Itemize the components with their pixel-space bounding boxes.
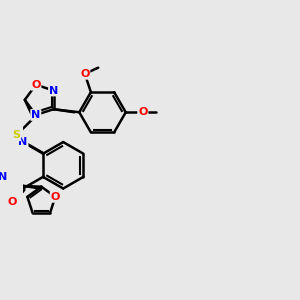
- Text: N: N: [0, 172, 8, 182]
- Text: O: O: [7, 197, 16, 207]
- Text: O: O: [80, 69, 89, 79]
- Text: S: S: [12, 130, 20, 140]
- Text: N: N: [49, 85, 58, 95]
- Text: N: N: [31, 110, 40, 120]
- Text: N: N: [18, 137, 28, 147]
- Text: O: O: [51, 192, 60, 202]
- Text: O: O: [138, 107, 148, 117]
- Text: O: O: [31, 80, 40, 90]
